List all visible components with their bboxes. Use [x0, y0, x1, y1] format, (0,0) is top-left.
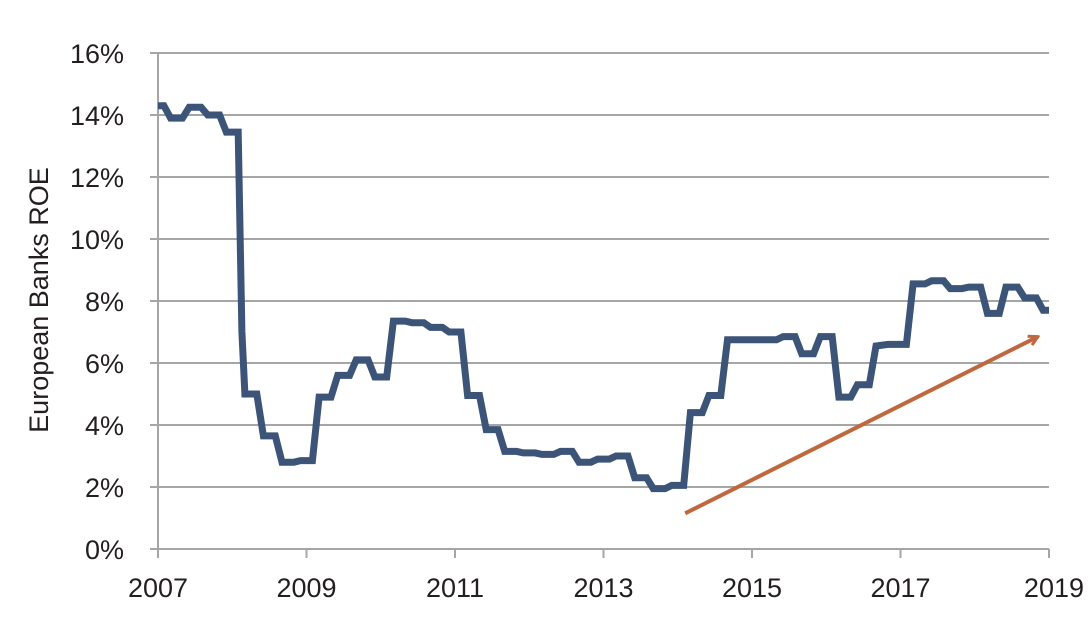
- y-tick-label: 2%: [85, 473, 124, 503]
- y-tick-label: 4%: [85, 411, 124, 441]
- x-tick-label: 2007: [128, 573, 188, 603]
- annotation-layer: [684, 337, 1038, 516]
- y-axis-title: European Banks ROE: [24, 167, 54, 433]
- y-tick-label: 12%: [70, 163, 124, 193]
- x-tick-label: 2013: [573, 573, 633, 603]
- series-layer: [158, 102, 1049, 493]
- y-tick-label: 0%: [85, 535, 124, 565]
- x-tick-label: 2019: [1024, 573, 1084, 603]
- y-tick-label: 16%: [70, 39, 124, 69]
- y-tick-label: 10%: [70, 225, 124, 255]
- x-tick-label: 2011: [426, 573, 484, 603]
- y-tick-label: 6%: [85, 349, 124, 379]
- y-tick-label: 8%: [85, 287, 124, 317]
- series-line-roe: [158, 102, 1049, 493]
- axes: 0% 2% 4% 6% 8% 10% 12% 14% 16% 2007 2009 2011 2013 20…: [70, 39, 1084, 603]
- trend-arrow: [684, 337, 1038, 516]
- x-tick-label: 2015: [722, 573, 782, 603]
- x-tick-label: 2017: [870, 573, 930, 603]
- gridlines: [158, 52, 1049, 488]
- y-tick-label: 14%: [70, 101, 124, 131]
- x-tick-label: 2009: [276, 573, 336, 603]
